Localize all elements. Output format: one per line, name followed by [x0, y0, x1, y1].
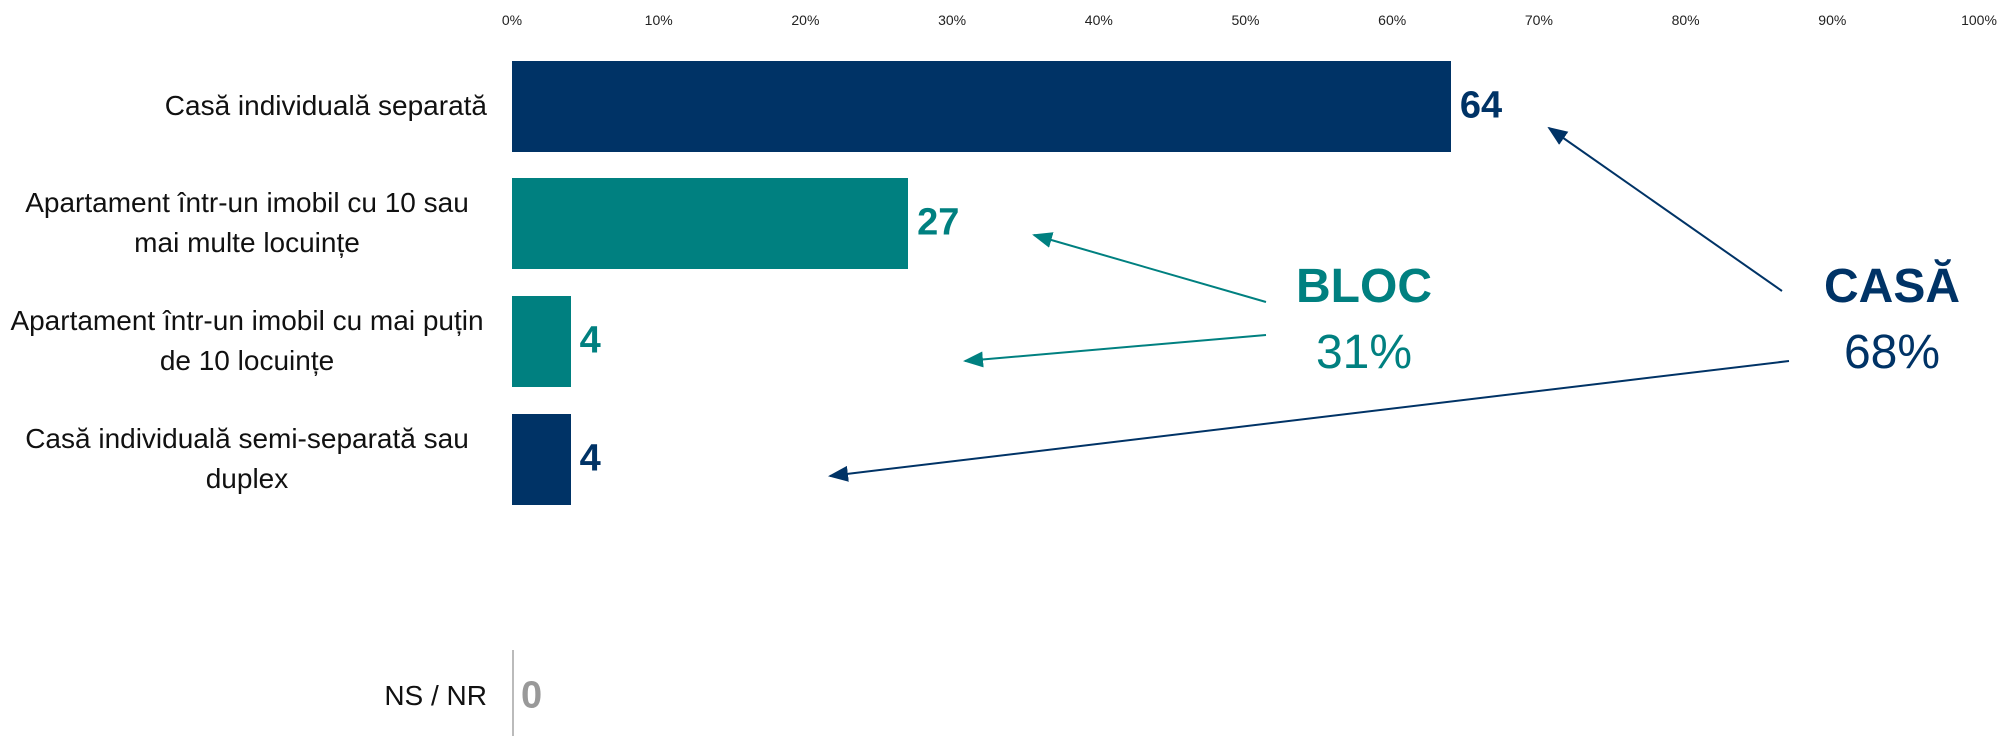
x-tick-label: 10% — [644, 12, 673, 28]
bar — [512, 60, 1451, 152]
arrow — [1547, 126, 1783, 292]
category-text: Apartament într-un imobil cu mai puțin d… — [10, 305, 484, 376]
category-label: Apartament într-un imobil cu mai puțin d… — [0, 301, 487, 381]
x-tick-label: 70% — [1524, 12, 1553, 28]
category-text: NS / NR — [384, 680, 487, 711]
x-tick-label: 60% — [1378, 12, 1407, 28]
bar — [512, 295, 571, 387]
arrow — [828, 360, 1790, 482]
arrow — [1032, 232, 1267, 303]
value-label: 27 — [917, 201, 960, 244]
annotation-text: 31% — [1315, 326, 1413, 379]
category-label: Apartament într-un imobil cu 10 sau mai … — [0, 183, 487, 263]
value-label: 4 — [579, 319, 601, 362]
annotation: BLOC 31% — [1296, 254, 1432, 386]
x-tick-label: 100% — [1961, 12, 1997, 28]
value-label: 64 — [1459, 84, 1503, 127]
x-tick-label: 40% — [1084, 12, 1113, 28]
x-tick-label: 0% — [501, 12, 523, 28]
category-label: Casă individuală semi-separată sau duple… — [0, 419, 487, 499]
bar — [512, 413, 571, 505]
annotation-text: 68% — [1843, 326, 1941, 379]
x-tick-label: 50% — [1231, 12, 1260, 28]
arrow — [963, 334, 1267, 368]
bar — [512, 177, 909, 269]
category-text: Apartament într-un imobil cu 10 sau mai … — [25, 187, 469, 258]
x-tick-label: 80% — [1671, 12, 1700, 28]
x-tick-label: 20% — [791, 12, 820, 28]
category-label: NS / NR — [0, 676, 487, 716]
x-tick-label: 90% — [1818, 12, 1847, 28]
value-label: 4 — [579, 437, 601, 480]
x-tick-label: 30% — [938, 12, 967, 28]
category-text: Casă individuală semi-separată sau duple… — [25, 423, 469, 494]
value-label: 0 — [521, 674, 543, 717]
category-label: Casă individuală separată — [0, 86, 487, 126]
annotation-title: BLOC — [1296, 260, 1432, 313]
category-text: Casă individuală separată — [164, 90, 487, 121]
annotation: CASĂ 68% — [1824, 254, 1960, 386]
annotation-title: CASĂ — [1823, 260, 1961, 313]
